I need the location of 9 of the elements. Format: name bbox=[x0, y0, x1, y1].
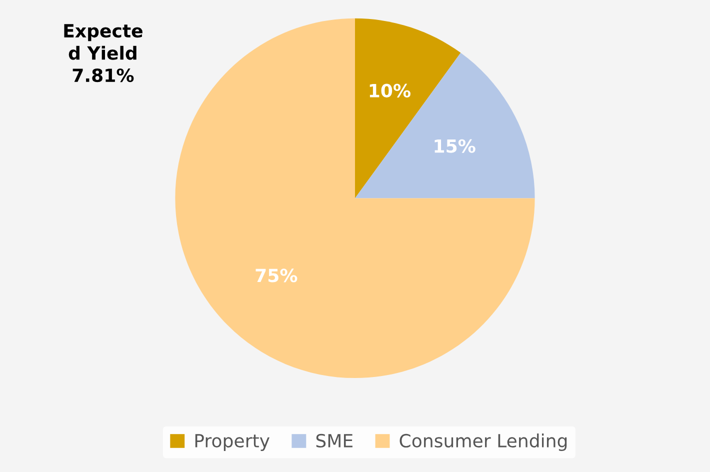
text: Expecte d Yield 7.81% bbox=[64, 24, 142, 82]
data-label: 15% bbox=[434, 139, 476, 153]
legend-label: Consumer Lending bbox=[400, 434, 567, 452]
data-label: 75% bbox=[256, 268, 298, 282]
legend-label: SME bbox=[316, 434, 352, 448]
pie-slice bbox=[175, 18, 535, 378]
data-label: 10% bbox=[370, 84, 410, 98]
legend-label: Property bbox=[195, 434, 270, 452]
pie-slice bbox=[355, 52, 535, 198]
